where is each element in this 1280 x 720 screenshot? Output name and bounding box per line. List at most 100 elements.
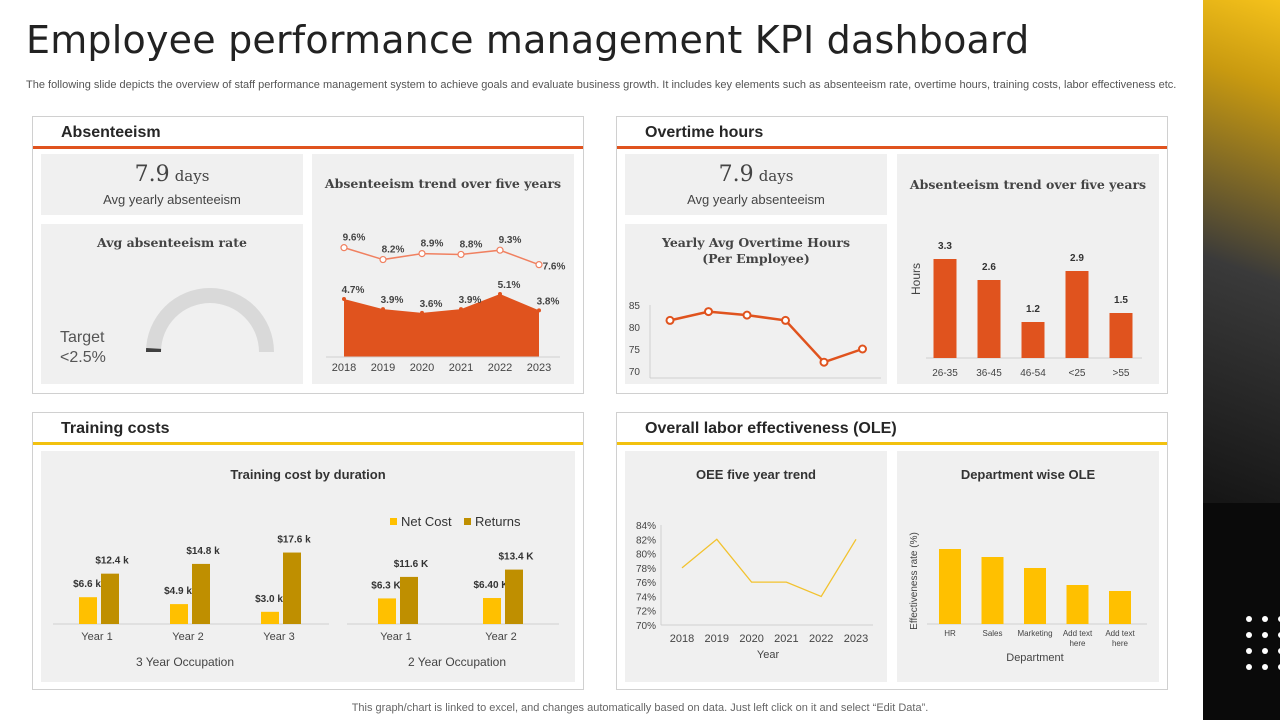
abs-trend-line-point <box>379 255 387 264</box>
ot-bar <box>1021 322 1045 358</box>
oee-y-tick: 74% <box>636 592 656 603</box>
ot-line-point <box>819 357 829 367</box>
training-group-caption: 3 Year Occupation <box>136 655 234 669</box>
training-bar-label: $6.40 K <box>473 580 509 591</box>
abs-trend-line <box>343 246 540 266</box>
abs-trend-line-label: 9.3% <box>499 235 522 246</box>
training-returns-bar <box>192 563 210 624</box>
overtime-bar-title: Absenteeism trend over five years <box>909 177 1147 192</box>
training-bar-label: $3.0 k <box>255 594 283 605</box>
absenteeism-panel: Absenteeism 7.9 days Avg yearly absentee… <box>32 116 584 394</box>
oee-x-tick: 2021 <box>774 633 798 645</box>
training-cost-card: Training cost by duration $6.6 k $12.4 k Y… <box>41 451 575 682</box>
overtime-kpi-number: 7.9 <box>718 162 754 187</box>
training-bar-label: $6.3 K <box>371 580 401 591</box>
abs-trend-area-point <box>381 307 385 312</box>
legend-returns-swatch <box>464 518 471 525</box>
ole-header: Overall labor effectiveness (OLE) <box>617 413 1167 445</box>
ot-line-y-tick: 75 <box>629 345 641 356</box>
gauge-target-value: <2.5% <box>60 349 106 366</box>
dept-ole-title: Department wise OLE <box>960 467 1096 482</box>
training-cost-title: Training cost by duration <box>230 467 386 482</box>
abs-trend-x-tick: 2018 <box>332 362 356 374</box>
oee-y-tick: 76% <box>636 578 656 589</box>
abs-trend-line-label: 8.8% <box>460 239 483 250</box>
absenteeism-kpi-card: 7.9 days Avg yearly absenteeism <box>41 154 303 215</box>
ot-bar-label: 2.9 <box>1070 253 1084 264</box>
abs-trend-title: Absenteeism trend over five years <box>324 176 562 191</box>
training-panel: Training costs Training cost by duration… <box>32 412 584 690</box>
ot-bar-y-label: Hours <box>909 263 923 295</box>
oee-trend-chart: 70% 72% 74% 76% 78% 80% 82% 84% 2018 2019 2020 2021… <box>636 521 873 661</box>
abs-trend-x-tick: 2020 <box>410 362 434 374</box>
legend-returns-label: Returns <box>475 514 521 529</box>
absenteeism-gauge-card: Avg absenteeism rate Target <2.5% <box>41 224 303 384</box>
abs-trend-x-tick: 2021 <box>449 362 473 374</box>
ot-line-point <box>742 310 752 320</box>
dept-y-label: Effectiveness rate (%) <box>909 532 920 630</box>
abs-trend-line-point <box>496 246 504 254</box>
abs-trend-area-point <box>537 308 541 313</box>
absenteeism-kpi-unit: days <box>174 167 210 185</box>
training-net-cost-bar <box>261 611 279 624</box>
ot-bar-x-tick: 36-45 <box>976 368 1002 379</box>
dept-x-tick: Sales <box>982 629 1002 638</box>
abs-trend-line-point <box>340 244 348 252</box>
overtime-bar-chart: Hours 3.3 26-35 2.6 36-45 1.2 46-54 2.9 <25 1.5 >5… <box>909 241 1142 379</box>
ot-line-point <box>858 344 867 354</box>
training-group-caption: 2 Year Occupation <box>408 655 506 669</box>
abs-trend-line-label: 8.2% <box>382 245 405 256</box>
training-x-tick: Year 2 <box>172 631 203 643</box>
training-bar-label: $17.6 k <box>277 535 311 546</box>
dept-x-label: Department <box>1006 652 1063 664</box>
ot-bar <box>1109 313 1133 358</box>
page-subtitle: The following slide depicts the overview… <box>26 79 1177 91</box>
ot-line-y-tick: 80 <box>629 323 641 334</box>
abs-trend-x-tick: 2019 <box>371 362 395 374</box>
abs-trend-area-label: 3.9% <box>381 295 404 306</box>
abs-trend-area-point <box>342 297 346 302</box>
overtime-bar-card: Absenteeism trend over five years Hours 3… <box>897 154 1159 384</box>
training-cost-chart: $6.6 k $12.4 k Year 1 $4.9 k $14.8 k Year 2 $3… <box>53 514 559 669</box>
training-bar-label: $13.4 K <box>498 552 534 563</box>
ot-line-y-tick: 70 <box>629 367 641 378</box>
ot-bar-x-tick: 26-35 <box>932 368 958 379</box>
ot-bar-label: 3.3 <box>938 241 952 252</box>
oee-y-tick: 80% <box>636 550 656 561</box>
overtime-line-title-1: Yearly Avg Overtime Hours <box>662 235 850 250</box>
oee-x-tick: 2019 <box>705 633 729 645</box>
ot-line-series <box>669 310 863 364</box>
training-x-tick: Year 3 <box>263 631 294 643</box>
abs-trend-line-label: 9.6% <box>343 233 366 244</box>
oee-y-tick: 70% <box>636 621 656 632</box>
overtime-line-title: Yearly Avg Overtime Hours (Per Employee) <box>625 235 887 267</box>
dept-bar <box>939 549 961 624</box>
legend-net-cost-swatch <box>390 518 397 525</box>
dept-x-tick-cont: here <box>1069 639 1086 648</box>
abs-trend-line-label: 8.9% <box>421 239 444 250</box>
abs-trend-line-point <box>418 249 426 258</box>
abs-trend-area-label: 3.6% <box>420 299 443 310</box>
training-bar-label: $11.6 K <box>394 559 429 570</box>
oee-line-series <box>681 538 857 598</box>
overtime-kpi-label: Avg yearly absenteeism <box>687 192 825 207</box>
ot-bar-label: 1.2 <box>1026 304 1040 315</box>
absenteeism-header: Absenteeism <box>33 117 583 149</box>
abs-trend-area-label: 4.7% <box>342 285 365 296</box>
training-header: Training costs <box>33 413 583 445</box>
absenteeism-kpi-value: 7.9 days <box>41 162 303 187</box>
gauge-title: Avg absenteeism rate <box>97 235 247 250</box>
abs-trend-chart: 9.6% 4.7% 2018 8.2% 3.9% 2019 8.9% 3.6% 2020 8.8%… <box>326 233 566 374</box>
dept-x-tick: Add text <box>1063 629 1093 638</box>
dept-bar <box>981 557 1004 624</box>
overtime-kpi-unit: days <box>758 167 794 185</box>
absenteeism-kpi-number: 7.9 <box>134 162 170 187</box>
gauge-fill <box>146 347 162 352</box>
training-returns-bar <box>283 552 301 624</box>
abs-trend-x-tick: 2023 <box>527 362 551 374</box>
oee-y-tick: 78% <box>636 564 656 575</box>
oee-trend-title: OEE five year trend <box>696 467 816 482</box>
oee-x-tick: 2022 <box>809 633 833 645</box>
gauge-track <box>146 288 274 352</box>
oee-x-label: Year <box>757 649 780 661</box>
